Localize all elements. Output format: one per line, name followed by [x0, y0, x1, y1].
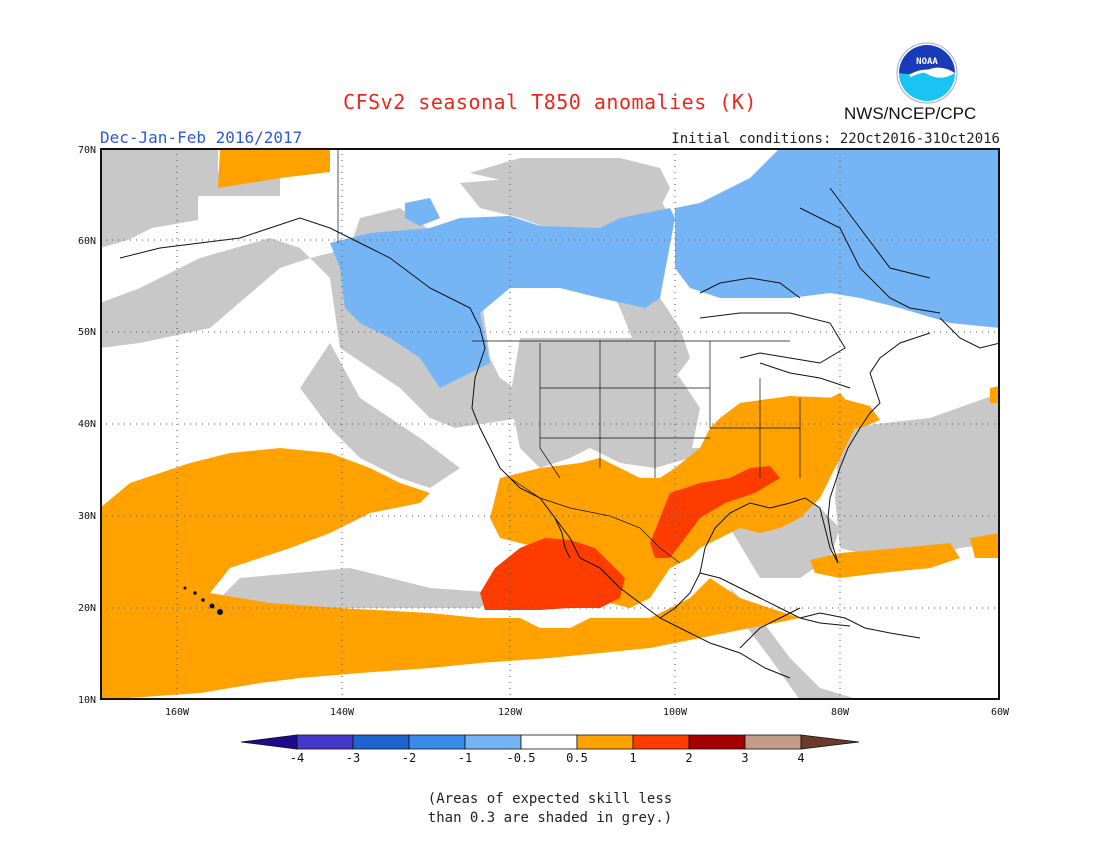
colorbar-swatch: [240, 734, 298, 750]
lat-tick-label: 50N: [78, 327, 96, 338]
lat-tick-label: 20N: [78, 603, 96, 614]
islands: [183, 586, 223, 615]
colorbar-swatch: [296, 734, 354, 750]
colorbar-label: 3: [741, 751, 748, 765]
colorbar-label: -1: [458, 751, 472, 765]
colorbar-label: 0.5: [566, 751, 588, 765]
colorbar-label: -4: [290, 751, 304, 765]
cold-anomaly-regions: [330, 148, 1000, 388]
colorbar-label: 1: [629, 751, 636, 765]
lon-tick-label: 120W: [498, 707, 523, 718]
colorbar-swatch: [576, 734, 634, 750]
lat-tick-label: 10N: [78, 695, 96, 706]
graticule: [100, 148, 1000, 700]
colorbar-swatch: [352, 734, 410, 750]
lat-tick-label: 40N: [78, 419, 96, 430]
logo-text: NOAA: [916, 57, 938, 67]
colorbar-swatch: [520, 734, 578, 750]
colorbar-swatch: [464, 734, 522, 750]
map-frame: [100, 148, 1000, 700]
colorbar-swatch: [408, 734, 466, 750]
colorbar: -4 -3 -2 -1 -0.5 0.5 1 2 3 4: [240, 734, 860, 765]
colorbar-label: 2: [685, 751, 692, 765]
axis-labels: 10N 20N 30N 40N 50N 60N 70N 160W 140W 12…: [78, 145, 1010, 718]
colorbar-swatch: [688, 734, 746, 750]
lat-tick-label: 30N: [78, 511, 96, 522]
strong-warm-regions: [480, 466, 780, 610]
footnote-line: (Areas of expected skill less: [427, 791, 673, 807]
initial-conditions-label: Initial conditions: 22Oct2016-31Oct2016: [671, 131, 1000, 147]
anomaly-map: [100, 148, 1000, 700]
colorbar-label: 4: [797, 751, 804, 765]
colorbar-label: -0.5: [507, 751, 536, 765]
lon-tick-label: 60W: [991, 707, 1010, 718]
map-title: CFSv2 seasonal T850 anomalies (K): [343, 90, 757, 114]
colorbar-swatch: [800, 734, 860, 750]
lat-tick-label: 70N: [78, 145, 96, 156]
colorbar-label: -2: [402, 751, 416, 765]
lon-tick-label: 80W: [831, 707, 850, 718]
lon-tick-label: 140W: [330, 707, 355, 718]
noaa-logo: NOAA: [896, 42, 958, 104]
colorbar-labels: -4 -3 -2 -1 -0.5 0.5 1 2 3 4: [290, 751, 805, 765]
colorbar-swatches: [240, 734, 860, 750]
skill-footnote: (Areas of expected skill less than 0.3 a…: [0, 790, 1100, 828]
colorbar-label: -3: [346, 751, 360, 765]
lat-tick-label: 60N: [78, 236, 96, 247]
political-boundaries: [337, 148, 801, 564]
lon-tick-label: 100W: [663, 707, 688, 718]
season-label: Dec-Jan-Feb 2016/2017: [100, 128, 303, 147]
footnote-line: than 0.3 are shaded in grey.): [427, 810, 673, 826]
lon-tick-label: 160W: [165, 707, 190, 718]
colorbar-swatch: [632, 734, 690, 750]
anomaly-shading: [100, 148, 1000, 700]
colorbar-swatch: [744, 734, 802, 750]
agency-label: NWS/NCEP/CPC: [844, 104, 977, 123]
